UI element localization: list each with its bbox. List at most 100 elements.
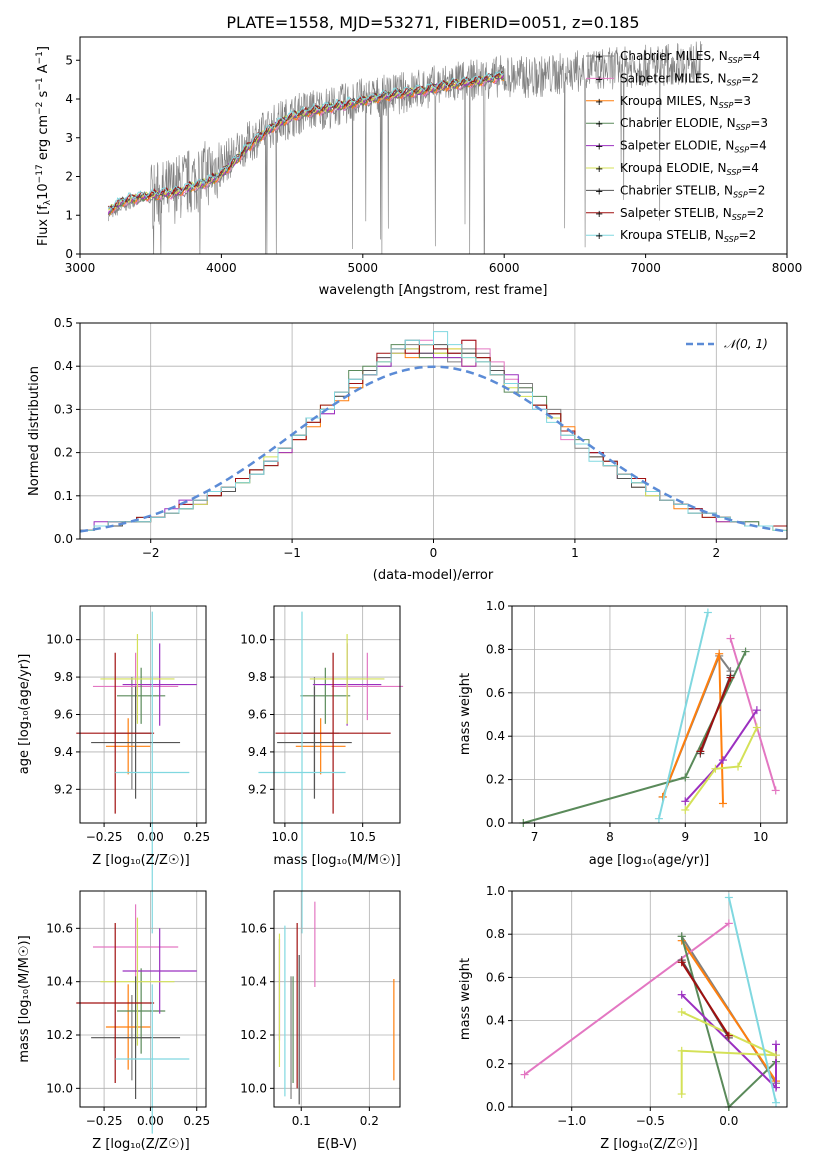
mass-vs-ebv-panel: 0.1 0.2 10.0 10.2 10.4 10.6 xyxy=(240,890,401,1128)
mZ-ytick-label: 10.2 xyxy=(46,1028,73,1042)
wZ-xtick-label: −1.0 xyxy=(557,1114,586,1128)
spectrum-legend-marker: + xyxy=(595,74,603,85)
weight-vs-age-panel: 7 8 9 10 0.0 0.2 0.4 0.6 0.8 1.0 xyxy=(486,599,788,844)
model-spectrum-salpeter-elodie xyxy=(107,73,505,215)
spectrum-xtick-label: 5000 xyxy=(348,261,379,275)
residuals-xtick-label: 1 xyxy=(571,546,579,560)
spectrum-legend-label: Kroupa MILES, NSSP=3 xyxy=(620,94,751,110)
mZ-xlabel: Z [log₁₀(Z/Z☉)] xyxy=(92,1137,189,1152)
spectrum-clipped xyxy=(107,41,703,254)
figure-title: PLATE=1558, MJD=53271, FIBERID=0051, z=0… xyxy=(226,13,639,32)
ageM-ytick-label: 9.4 xyxy=(248,745,267,759)
ageZ-ytick-label: 9.2 xyxy=(54,782,73,796)
spectrum-xtick-label: 4000 xyxy=(206,261,237,275)
residuals-xtick-label: 0 xyxy=(430,546,438,560)
spectrum-legend-marker: + xyxy=(595,231,603,242)
mZ-xtick-label: 0.25 xyxy=(183,1114,210,1128)
wZ-ytick-label: 0.4 xyxy=(486,1014,505,1028)
ageZ-xtick-label: 0.25 xyxy=(183,830,210,844)
spectrum-xtick-label: 8000 xyxy=(772,261,803,275)
spectrum-ytick-label: 1 xyxy=(65,208,73,222)
spectrum-legend-marker: + xyxy=(595,119,603,130)
residuals-ytick-label: 0.0 xyxy=(54,532,73,546)
age-vs-metallicity-panel: −0.25 0.00 0.25 9.2 9.4 9.6 9.8 10.0 xyxy=(46,605,210,934)
ageZ-frame xyxy=(79,605,207,824)
wAge-xtick-label: 9 xyxy=(681,830,689,844)
mZ-xtick-label: 0.00 xyxy=(137,1114,164,1128)
observed-spectrum-line xyxy=(108,41,703,254)
wZ-xlabel: Z [log₁₀(Z/Z☉)] xyxy=(600,1137,697,1152)
mZ-ylabel: mass [log₁₀(M/M☉)] xyxy=(17,935,32,1062)
ageZ-ytick-label: 9.8 xyxy=(54,670,73,684)
spectrum-series-layer xyxy=(107,41,703,254)
spectrum-legend-label: Kroupa STELIB, NSSP=2 xyxy=(620,228,756,244)
model-spectrum-salpeter-stelib xyxy=(107,71,505,211)
wZ-line-salpeter-stelib xyxy=(680,961,730,1037)
spectrum-legend-marker: + xyxy=(595,209,603,220)
mass-vs-metallicity-panel: −0.25 0.00 0.25 10.0 10.2 10.4 10.6 xyxy=(46,890,210,1134)
ageZ-ytick-label: 9.4 xyxy=(54,745,73,759)
spectrum-legend-label: Salpeter MILES, NSSP=2 xyxy=(620,71,759,87)
spectrum-ytick-label: 5 xyxy=(65,53,73,67)
spectrum-legend-label: Chabrier ELODIE, NSSP=3 xyxy=(620,116,768,132)
spectrum-legend-marker: + xyxy=(595,52,603,63)
spectrum-legend-marker: + xyxy=(595,186,603,197)
ageZ-ytick-label: 9.6 xyxy=(54,708,73,722)
residuals-legend: 𝒩(0, 1) xyxy=(686,337,768,351)
residuals-ytick-label: 0.1 xyxy=(54,489,73,503)
spectrum-xtick-label: 7000 xyxy=(630,261,661,275)
spectrum-legend-label: Salpeter STELIB, NSSP=2 xyxy=(620,206,764,222)
wZ-xtick-label: 0.0 xyxy=(719,1114,738,1128)
wAge-ylabel: mass weight xyxy=(458,673,473,755)
spectrum-legend-label: Chabrier STELIB, NSSP=2 xyxy=(620,183,765,199)
spectrum-ytick-label: 3 xyxy=(65,131,73,145)
spectrum-ylabel: Flux [fλ10−17 erg cm−2 s−1 A−1] xyxy=(35,46,53,246)
wAge-ytick-label: 0.4 xyxy=(486,729,505,743)
residuals-ticks: −2 −1 0 1 2 0.0 0.1 0.2 0.3 0.4 0.5 xyxy=(54,316,720,560)
spectrum-legend-label: Salpeter ELODIE, NSSP=4 xyxy=(620,139,767,155)
spectrum-legend-marker: + xyxy=(595,164,603,175)
spectrum-frame xyxy=(79,36,788,255)
wZ-line-kroupa-miles xyxy=(680,940,777,1082)
ageM-ytick-label: 9.8 xyxy=(248,670,267,684)
wZ-frame xyxy=(511,890,788,1108)
wAge-line-salpeter-stelib xyxy=(699,677,732,752)
residuals-xtick-label: −2 xyxy=(142,546,160,560)
wZ-ylabel: mass weight xyxy=(458,958,473,1040)
mE-ytick-label: 10.2 xyxy=(240,1028,267,1042)
mE-xtick-label: 0.1 xyxy=(292,1114,311,1128)
residuals-panel: −2 −1 0 1 2 0.0 0.1 0.2 0.3 0.4 0.5 𝒩(0, 1) (data-… xyxy=(27,316,788,583)
residuals-xtick-label: −1 xyxy=(283,546,301,560)
wAge-ytick-label: 0.2 xyxy=(486,773,505,787)
age-vs-mass-panel: 10.0 10.5 9.2 9.4 9.6 9.8 10.0 xyxy=(240,605,404,934)
mZ-ytick-label: 10.4 xyxy=(46,975,73,989)
mE-frame xyxy=(273,890,401,1108)
ageM-xtick-label: 10.5 xyxy=(349,830,376,844)
histogram-kroupa-stelib xyxy=(80,331,787,531)
residuals-xtick-label: 2 xyxy=(712,546,720,560)
ageZ-ytick-label: 10.0 xyxy=(46,633,73,647)
wZ-xtick-label: −0.5 xyxy=(636,1114,665,1128)
mE-xlabel: E(B-V) xyxy=(317,1137,357,1152)
gaussian-legend-label: 𝒩(0, 1) xyxy=(724,337,768,351)
ageM-frame xyxy=(273,605,401,824)
mE-xtick-label: 0.2 xyxy=(360,1114,379,1128)
ageM-ytick-label: 10.0 xyxy=(240,633,267,647)
weight-vs-metallicity-panel: −1.0 −0.5 0.0 0.0 0.2 0.4 0.6 0.8 1.0 xyxy=(486,884,788,1128)
ageM-ytick-label: 9.2 xyxy=(248,782,267,796)
wZ-ytick-label: 0.6 xyxy=(486,970,505,984)
wAge-ytick-label: 0.0 xyxy=(486,816,505,830)
mE-ytick-label: 10.4 xyxy=(240,975,267,989)
residuals-ytick-label: 0.4 xyxy=(54,359,73,373)
residuals-ytick-label: 0.5 xyxy=(54,316,73,330)
spectrum-legend-marker: + xyxy=(595,142,603,153)
wAge-xtick-label: 7 xyxy=(531,830,539,844)
residuals-xlabel: (data-model)/error xyxy=(373,568,494,583)
mZ-frame xyxy=(79,890,207,1108)
mE-ytick-label: 10.0 xyxy=(240,1081,267,1095)
ageZ-xtick-label: 0.00 xyxy=(137,830,164,844)
spectrum-panel: 3000 4000 5000 6000 7000 8000 0 1 2 3 4 5 + Chabrier… xyxy=(35,36,803,298)
ageM-ytick-label: 9.6 xyxy=(248,708,267,722)
wAge-ytick-label: 1.0 xyxy=(486,599,505,613)
spectrum-ticks: 3000 4000 5000 6000 7000 8000 0 1 2 3 4 5 xyxy=(65,53,803,275)
